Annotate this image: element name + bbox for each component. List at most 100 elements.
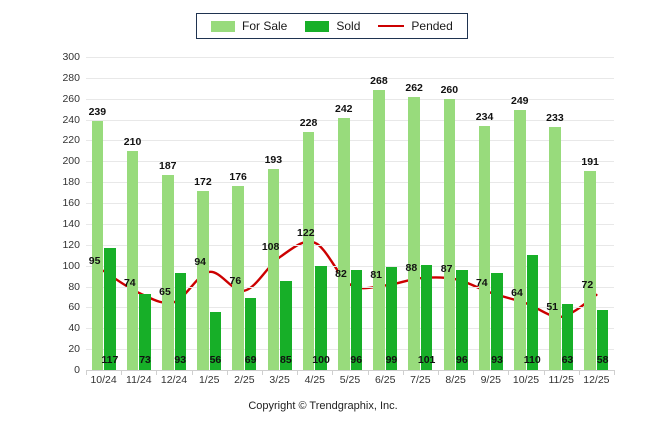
bar-for-sale[interactable] bbox=[91, 120, 104, 370]
gridline bbox=[86, 349, 614, 351]
y-axis-tick-label: 100 bbox=[62, 259, 80, 272]
bar-sold[interactable] bbox=[280, 281, 292, 370]
x-axis-tick bbox=[402, 370, 404, 375]
bar-for-sale[interactable] bbox=[302, 132, 315, 370]
x-axis-tick-label: 11/24 bbox=[126, 374, 152, 386]
line-value-label-pended: 64 bbox=[511, 287, 523, 300]
line-value-label-pended: 65 bbox=[159, 286, 171, 299]
y-axis-tick-label: 260 bbox=[62, 92, 80, 105]
x-axis-tick-label: 12/25 bbox=[583, 374, 610, 386]
bar-value-label-sold: 73 bbox=[139, 354, 151, 366]
legend-label: Pended bbox=[411, 19, 453, 33]
bar-value-label-sold: 101 bbox=[417, 354, 436, 366]
y-axis-tick-label: 180 bbox=[62, 176, 80, 189]
legend-color-swatch bbox=[211, 20, 235, 32]
bar-value-label-for-sale: 233 bbox=[546, 111, 564, 124]
x-axis-tick bbox=[297, 370, 299, 375]
x-axis-tick-label: 4/25 bbox=[304, 374, 326, 386]
legend-entry-sold[interactable]: Sold bbox=[305, 19, 360, 33]
x-axis-tick bbox=[578, 370, 580, 375]
x-axis-tick-label: 10/25 bbox=[512, 374, 540, 386]
line-value-label-pended: 88 bbox=[405, 262, 418, 275]
x-axis-tick-label: 8/25 bbox=[445, 374, 466, 386]
line-value-label-pended: 74 bbox=[475, 276, 488, 289]
bar-value-label-for-sale: 176 bbox=[229, 171, 247, 184]
x-axis-tick bbox=[543, 370, 545, 375]
x-axis-tick-label: 6/25 bbox=[374, 374, 396, 386]
chart-legend: For Sale Sold Pended bbox=[196, 13, 468, 39]
bar-sold[interactable] bbox=[315, 265, 327, 370]
bar-value-label-for-sale: 228 bbox=[299, 117, 318, 130]
bar-sold[interactable] bbox=[596, 309, 609, 370]
gridline bbox=[86, 328, 614, 330]
gridline bbox=[86, 57, 614, 58]
legend-label: Sold bbox=[336, 19, 361, 33]
bar-sold[interactable] bbox=[385, 266, 398, 370]
x-axis-tick-label: 11/25 bbox=[548, 374, 574, 386]
line-value-label-pended: 81 bbox=[370, 269, 383, 282]
bar-for-sale[interactable] bbox=[584, 170, 596, 370]
legend-entry-for-sale[interactable]: For Sale bbox=[211, 19, 287, 33]
bar-sold[interactable] bbox=[491, 272, 503, 370]
bar-for-sale[interactable] bbox=[338, 117, 350, 370]
legend-label: For Sale bbox=[242, 19, 288, 33]
gridline bbox=[86, 307, 614, 309]
x-axis-tick-label: 3/25 bbox=[269, 374, 290, 386]
x-axis-tick bbox=[508, 370, 510, 375]
bar-sold[interactable] bbox=[244, 298, 257, 370]
bar-value-label-sold: 63 bbox=[561, 354, 574, 366]
line-value-label-pended: 74 bbox=[123, 276, 136, 289]
bar-sold[interactable] bbox=[139, 293, 151, 370]
y-axis-tick-label: 120 bbox=[62, 238, 80, 251]
gridline bbox=[86, 77, 614, 79]
bar-for-sale[interactable] bbox=[267, 168, 280, 370]
legend-color-swatch bbox=[305, 20, 330, 32]
bar-sold[interactable] bbox=[561, 304, 574, 370]
y-axis-tick-label: 60 bbox=[68, 301, 80, 314]
bar-for-sale[interactable] bbox=[126, 150, 139, 370]
x-axis-tick-label: 10/24 bbox=[90, 374, 117, 386]
bar-sold[interactable] bbox=[420, 264, 433, 370]
bar-for-sale[interactable] bbox=[514, 110, 526, 370]
gridline bbox=[86, 244, 614, 246]
x-axis-tick bbox=[191, 370, 193, 375]
bar-for-sale[interactable] bbox=[549, 126, 561, 370]
bar-value-label-for-sale: 260 bbox=[440, 83, 459, 96]
y-axis-tick-label: 240 bbox=[62, 113, 80, 126]
bar-value-label-sold: 96 bbox=[456, 354, 468, 366]
x-axis-tick-label: 9/25 bbox=[480, 374, 502, 386]
x-axis-tick bbox=[156, 370, 158, 375]
bar-for-sale[interactable] bbox=[162, 174, 174, 370]
gridline bbox=[86, 265, 614, 267]
bar-value-label-sold: 99 bbox=[385, 354, 398, 366]
x-axis-tick bbox=[438, 370, 439, 375]
bar-for-sale[interactable] bbox=[197, 190, 209, 370]
bar-value-label-sold: 93 bbox=[491, 354, 503, 366]
bar-for-sale[interactable] bbox=[443, 98, 456, 370]
copyright-notice: Copyright © Trendgraphix, Inc. bbox=[248, 400, 398, 412]
plot-area: 0 20 40 60 80 100 120 140 160 180 200 220 240 260 280 3… bbox=[62, 51, 615, 376]
bar-for-sale[interactable] bbox=[478, 125, 491, 370]
line-value-label-pended: 95 bbox=[88, 254, 101, 267]
bar-value-label-for-sale: 239 bbox=[88, 105, 107, 118]
bar-for-sale[interactable] bbox=[232, 186, 244, 370]
y-axis-title: Number of Homes bbox=[24, 0, 48, 434]
line-value-label-pended: 82 bbox=[335, 268, 347, 281]
bar-value-label-sold: 58 bbox=[596, 354, 609, 366]
bar-sold[interactable] bbox=[174, 272, 186, 370]
bar-for-sale[interactable] bbox=[373, 90, 385, 370]
bar-sold[interactable] bbox=[209, 311, 222, 370]
bar-for-sale[interactable] bbox=[408, 96, 420, 370]
legend-entry-pended[interactable]: Pended bbox=[378, 19, 453, 33]
bar-sold[interactable] bbox=[350, 269, 362, 370]
y-axis-tick-label: 200 bbox=[62, 155, 80, 168]
bar-sold[interactable] bbox=[526, 255, 538, 370]
bar-sold[interactable] bbox=[456, 269, 468, 370]
legend-line-marker bbox=[378, 25, 405, 27]
bar-value-label-sold: 69 bbox=[244, 354, 257, 366]
x-axis-tick bbox=[226, 370, 228, 375]
bar-sold[interactable] bbox=[104, 247, 116, 370]
gridline bbox=[86, 182, 614, 184]
y-axis-tick-label: 280 bbox=[62, 71, 80, 84]
bar-value-label-sold: 93 bbox=[174, 354, 187, 366]
